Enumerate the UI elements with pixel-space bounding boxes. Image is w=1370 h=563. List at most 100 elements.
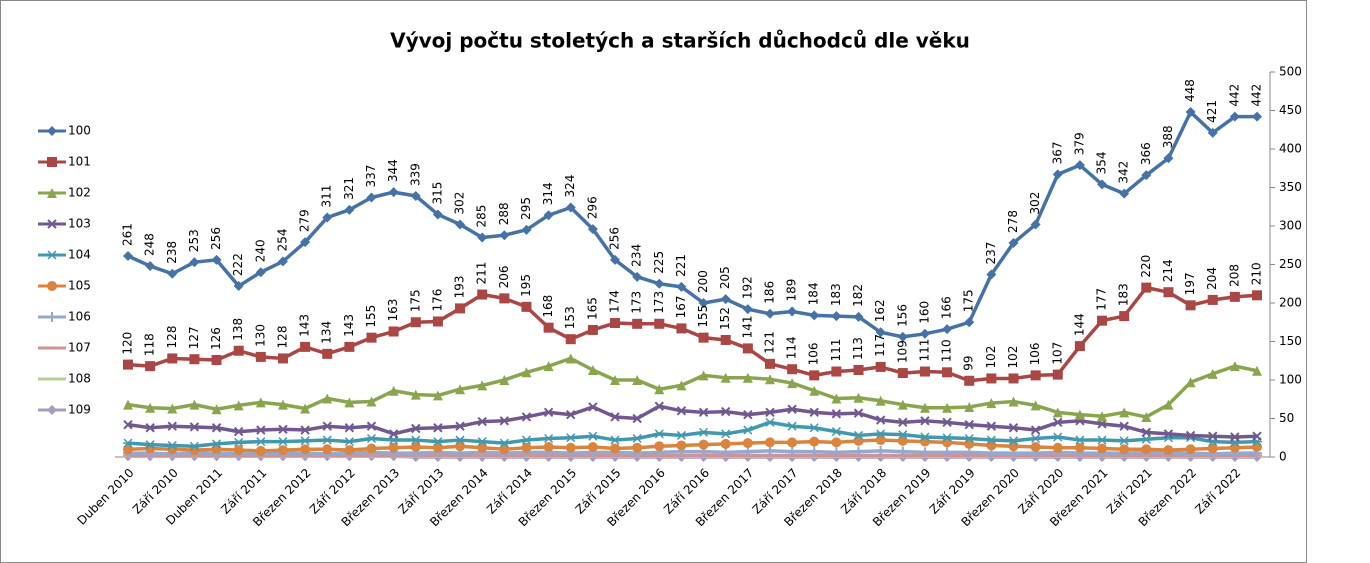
marker [1229, 361, 1240, 372]
marker [145, 440, 156, 450]
marker [344, 204, 355, 215]
marker [167, 440, 178, 450]
data-label: 195 [519, 274, 533, 297]
marker [1185, 107, 1196, 118]
series-line [127, 404, 1258, 439]
marker [167, 421, 177, 431]
marker [809, 370, 820, 381]
marker [1053, 417, 1063, 428]
marker [654, 429, 665, 439]
data-label: 379 [1072, 132, 1086, 155]
marker [919, 432, 930, 442]
data-label: 442 [1227, 84, 1241, 107]
data-label: 155 [696, 305, 710, 328]
marker [410, 435, 421, 445]
marker [543, 441, 554, 452]
marker [1163, 445, 1174, 456]
data-label: 128 [165, 326, 179, 349]
marker [742, 372, 753, 383]
y-tick-label: 250 [1279, 257, 1302, 271]
marker [610, 254, 621, 265]
marker [787, 404, 797, 414]
marker [300, 436, 311, 446]
marker [831, 427, 842, 437]
data-label: 107 [1050, 342, 1064, 365]
legend-label: 103 [68, 217, 91, 231]
marker [897, 368, 908, 379]
marker [432, 316, 443, 327]
data-label: 183 [829, 283, 843, 306]
marker [145, 402, 156, 413]
marker [1141, 427, 1152, 438]
marker [455, 219, 466, 230]
marker [698, 370, 709, 381]
marker [167, 403, 178, 414]
marker [189, 399, 200, 410]
marker [565, 353, 576, 364]
marker [322, 444, 333, 455]
marker [233, 426, 244, 437]
marker [787, 421, 798, 431]
marker [366, 396, 377, 407]
data-label: 173 [652, 291, 666, 314]
data-label: 367 [1050, 142, 1064, 165]
marker [432, 390, 443, 401]
marker [1074, 442, 1085, 453]
series [123, 107, 1262, 342]
y-tick-label: 500 [1279, 65, 1302, 79]
marker [1052, 369, 1063, 380]
data-label: 193 [453, 275, 467, 298]
data-label: 176 [430, 289, 444, 312]
marker [499, 230, 510, 241]
marker [964, 447, 975, 458]
marker [47, 188, 57, 198]
marker [720, 406, 731, 417]
marker [831, 447, 842, 458]
marker [632, 375, 643, 385]
marker [1185, 300, 1196, 311]
marker [764, 445, 775, 456]
marker [433, 423, 443, 433]
series-line [127, 356, 1258, 419]
data-label: 127 [187, 326, 201, 349]
marker [521, 442, 532, 453]
marker [1141, 434, 1152, 444]
marker [743, 409, 753, 420]
marker [455, 303, 466, 314]
data-label: 200 [696, 270, 710, 293]
marker [1207, 127, 1218, 138]
marker [388, 326, 399, 337]
marker [676, 440, 687, 451]
data-label: 253 [187, 229, 201, 252]
data-label: 240 [253, 239, 267, 262]
marker [521, 224, 532, 235]
marker [986, 421, 997, 431]
marker [986, 398, 997, 409]
data-label: 256 [209, 227, 223, 250]
marker [742, 425, 753, 435]
marker [809, 423, 820, 433]
data-label: 141 [740, 316, 754, 339]
marker [255, 445, 266, 456]
marker [1185, 377, 1196, 388]
marker [388, 429, 399, 439]
data-label: 205 [718, 266, 732, 289]
marker [1097, 443, 1108, 454]
y-tick-label: 300 [1279, 219, 1302, 233]
data-label: 118 [143, 333, 157, 356]
data-label: 143 [298, 314, 312, 337]
data-label: 225 [652, 251, 666, 274]
data-label: 214 [1161, 259, 1175, 282]
data-label: 117 [873, 334, 887, 357]
data-label: 186 [762, 281, 776, 304]
data-label: 134 [320, 321, 334, 344]
marker [300, 425, 310, 435]
marker [565, 334, 576, 345]
marker [898, 417, 908, 428]
marker [1141, 170, 1152, 181]
marker [300, 237, 311, 248]
marker [1207, 368, 1218, 379]
marker [720, 334, 731, 345]
marker [587, 431, 598, 441]
marker [123, 251, 133, 262]
